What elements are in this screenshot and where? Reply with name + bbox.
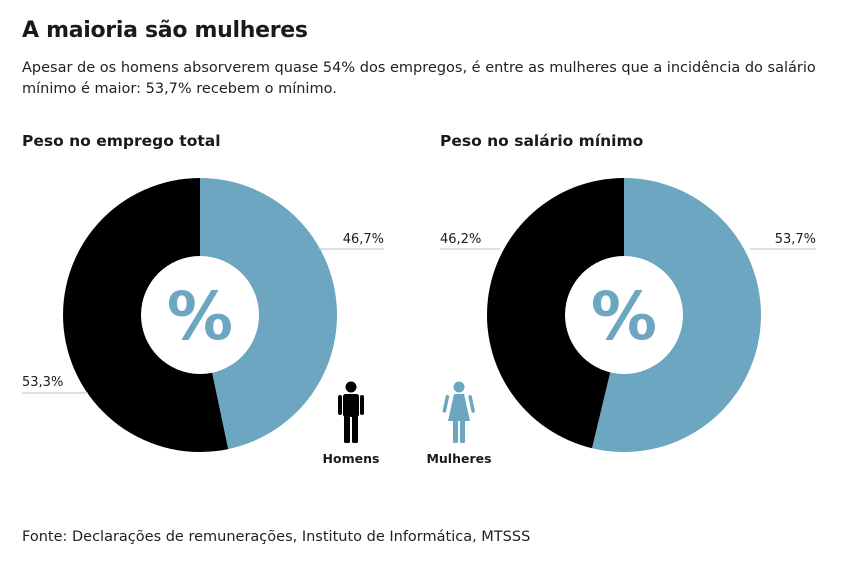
data-label-mulheres: 46,7% [343,232,384,247]
data-label-mulheres: 53,7% [775,232,816,247]
legend-label-mulheres: Mulheres [426,451,491,466]
slice-mulheres [200,178,338,450]
legend-homens: Homens [323,381,380,466]
donut-hole [565,256,683,374]
woman-icon [442,381,475,443]
legend-label-homens: Homens [323,451,380,466]
man-icon [338,381,364,443]
percent-symbol: % [591,278,657,355]
data-label-homens: 53,3% [22,375,63,390]
chart-1-title: Peso no emprego total [22,132,221,150]
percent-symbol: % [167,278,233,355]
legend-mulheres: Mulheres [426,381,492,466]
source-note: Fonte: Declarações de remunerações, Inst… [22,529,531,545]
chart-2-title: Peso no salário mínimo [440,132,644,150]
page-title: A maioria são mulheres [22,18,308,43]
donut-chart-emprego: % 46,7% 53,3% [22,178,384,452]
slice-homens [486,177,624,449]
donut-hole [141,256,259,374]
data-label-homens: 46,2% [440,232,481,247]
donut-chart-salario-minimo: % 53,7% 46,2% [440,177,816,452]
page-subtitle: Apesar de os homens absorverem quase 54%… [22,60,816,97]
